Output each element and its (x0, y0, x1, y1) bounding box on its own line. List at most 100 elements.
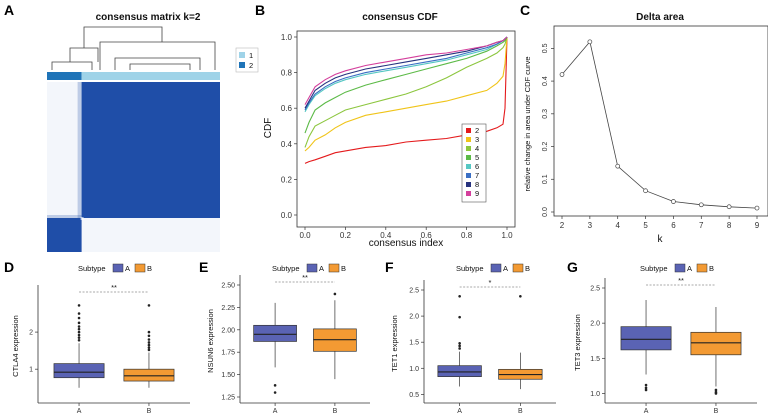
legend-swatch-B (512, 263, 524, 273)
y-tick-label: 1.0 (409, 366, 419, 373)
outlier-B (147, 330, 151, 334)
cdf-y-tick-label: 0.8 (281, 69, 293, 78)
legend-swatch-B (696, 263, 708, 273)
x-tick-label-B: B (714, 408, 719, 415)
legend-title: Subtype (78, 264, 106, 273)
cluster-legend: 1 2 (235, 47, 259, 73)
y-tick-label: 1.5 (409, 340, 419, 347)
outlier-B (147, 343, 151, 347)
y-tick-label: 2.0 (409, 314, 419, 321)
x-tick-label-B: B (333, 408, 338, 415)
outlier-A (77, 304, 81, 307)
delta-line (559, 39, 760, 211)
outlier-A (644, 388, 648, 392)
outlier-B (147, 334, 151, 338)
delta-x-tick-label: 8 (727, 221, 732, 230)
outlier-A (458, 294, 461, 298)
significance-label: ** (678, 276, 684, 285)
cdf-line-k2 (304, 36, 508, 164)
outlier-A (77, 312, 81, 315)
cdf-lines (304, 36, 508, 164)
delta-point-k9 (754, 205, 760, 211)
legend-swatch-B (134, 263, 146, 273)
delta-axes: 2 3 4 5 6 7 8 9 0.0 0.1 0.2 0.3 0.4 0.5 (542, 43, 760, 230)
cdf-legend-label-6: 6 (475, 162, 479, 171)
cdf-legend-label-7: 7 (475, 171, 479, 180)
cdf-line-k7 (304, 36, 508, 111)
outlier-A (77, 325, 81, 328)
outlier-A (458, 347, 461, 350)
legend-label-A: A (319, 264, 324, 273)
cdf-y-tick-label: 0.2 (281, 175, 293, 184)
outlier-A (77, 333, 81, 337)
legend-label-B: B (525, 264, 530, 273)
cdf-y-label: CDF (263, 118, 274, 139)
cdf-y-tick-label: 0.4 (281, 140, 293, 149)
box-B (690, 331, 742, 356)
box-A (437, 365, 482, 377)
delta-x-tick-label: 7 (699, 221, 704, 230)
heatmap-boundary (77, 82, 84, 218)
significance-label: ** (111, 283, 117, 292)
delta-y-tick-label: 0.1 (542, 174, 549, 184)
heatmap-block-large (81, 82, 220, 218)
delta-point-k7 (698, 202, 704, 208)
y-tick-label: 1.25 (221, 395, 235, 402)
outlier-A (458, 344, 461, 348)
delta-plot-frame (553, 25, 768, 217)
y-tick-label: 2.00 (221, 327, 235, 334)
cdf-x-tick-label: 0.8 (461, 231, 473, 240)
outlier-A (273, 391, 277, 394)
outlier-B (147, 304, 151, 307)
cluster-2-label: 2 (249, 61, 253, 70)
delta-y-label: relative change in area under CDF curve (523, 56, 532, 191)
cdf-legend-swatch-9 (466, 191, 471, 196)
delta-x-tick-label: 9 (755, 221, 760, 230)
significance-label: * (489, 278, 492, 287)
cdf-legend-label-4: 4 (475, 144, 479, 153)
panel-b-title: consensus CDF (362, 12, 438, 23)
cluster-bar-2 (47, 72, 82, 80)
outlier-A (77, 338, 81, 342)
delta-point-k3 (587, 39, 593, 45)
y-tick-label: 2.50 (221, 283, 235, 290)
legend-label-A: A (687, 264, 692, 273)
cdf-legend-swatch-7 (466, 173, 471, 178)
cdf-legend-label-3: 3 (475, 135, 479, 144)
cluster-1-label: 1 (249, 51, 253, 60)
outlier-A (77, 330, 81, 334)
panel-letter-d: D (4, 259, 14, 275)
cdf-y-tick-label: 0.0 (281, 211, 293, 220)
cdf-legend-label-2: 2 (475, 126, 479, 135)
y-tick-label: 0.5 (409, 392, 419, 399)
delta-y-tick-label: 0.5 (542, 43, 549, 53)
outlier-B (147, 346, 151, 349)
cluster-2-swatch (239, 62, 245, 68)
y-tick-label: 2 (29, 330, 33, 337)
legend-swatch-A (674, 263, 686, 273)
cdf-legend-label-8: 8 (475, 180, 479, 189)
cdf-legend-label-9: 9 (475, 189, 479, 198)
y-tick-label: 2.0 (590, 321, 600, 328)
legend-label-B: B (147, 264, 152, 273)
y-tick-label: 1.75 (221, 350, 235, 357)
cluster-bar-1 (81, 72, 220, 80)
legend-title: Subtype (640, 264, 668, 273)
outlier-B (519, 294, 522, 298)
x-tick-label-A: A (457, 408, 462, 415)
box-A (620, 326, 672, 351)
delta-y-tick-label: 0.3 (542, 109, 549, 119)
cdf-plot-frame (296, 30, 516, 228)
delta-x-tick-label: 5 (643, 221, 648, 230)
cdf-x-tick-label: 0.2 (340, 231, 352, 240)
cdf-legend-box (461, 123, 487, 203)
cdf-y-tick-label: 0.6 (281, 104, 293, 113)
y-tick-label: 2.25 (221, 305, 235, 312)
delta-x-tick-label: 2 (560, 221, 565, 230)
cdf-line-k3 (304, 36, 508, 152)
outlier-A (458, 341, 461, 345)
legend-label-A: A (125, 264, 130, 273)
legend-label-B: B (341, 264, 346, 273)
heatmap-boundary (80, 217, 84, 220)
